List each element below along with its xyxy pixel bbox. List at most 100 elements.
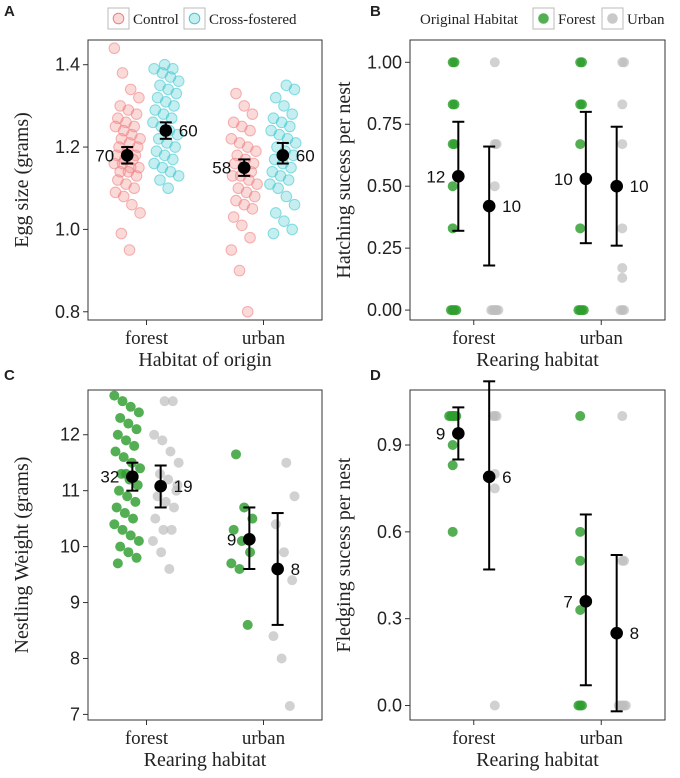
data-point (121, 435, 132, 446)
data-point (617, 223, 628, 234)
y-tick-label: 0.8 (55, 302, 80, 322)
x-axis-title: Rearing habitat (476, 349, 599, 371)
data-point (167, 153, 179, 166)
data-point (489, 57, 500, 68)
data-point (123, 244, 136, 256)
data-point (575, 555, 586, 566)
plot-frame (409, 389, 666, 721)
data-point (171, 128, 184, 141)
y-tick-label: 10 (60, 537, 80, 557)
y-tick-label: 0.0 (377, 696, 402, 716)
data-point (244, 124, 256, 137)
x-tick-label: urban (580, 328, 624, 349)
panel-label: A (4, 3, 15, 20)
mean-point (271, 562, 284, 576)
data-point (132, 480, 143, 491)
x-tick-label: forest (125, 328, 169, 349)
data-point (172, 75, 185, 87)
mean-point (579, 172, 593, 186)
data-point (157, 435, 168, 446)
data-point (108, 42, 121, 55)
y-axis-title: Nestling Weight (grams) (11, 457, 33, 654)
data-point (573, 700, 584, 711)
data-point (108, 157, 121, 170)
y-tick-label: 0.3 (377, 609, 402, 629)
data-point (130, 170, 143, 182)
data-point (134, 207, 146, 219)
mean-point (159, 124, 173, 137)
mean-point (237, 161, 251, 174)
data-point (162, 182, 174, 195)
legend-entry-label: Forest (558, 12, 596, 28)
data-point (156, 547, 167, 558)
data-point (619, 57, 630, 68)
data-point (272, 182, 284, 195)
panel-label: C (4, 367, 15, 384)
y-axis-title: Egg size (grams) (11, 112, 33, 248)
x-axis-title: Rearing habitat (144, 749, 267, 771)
data-point (284, 701, 295, 712)
data-point (250, 145, 262, 157)
legend-key-marker (112, 12, 125, 25)
data-point (575, 139, 586, 150)
y-tick-label: 8 (70, 648, 80, 668)
sample-size-label: 12 (426, 167, 445, 186)
data-point (133, 407, 144, 418)
data-point (448, 411, 459, 422)
sample-size-label: 32 (100, 468, 119, 487)
y-axis-title: Hatching sucess per nest (333, 81, 355, 279)
data-point (164, 563, 175, 574)
data-point (172, 480, 183, 491)
x-axis-title: Rearing habitat (476, 749, 599, 771)
data-point (128, 182, 141, 195)
data-point (163, 474, 174, 485)
sample-size-label: 8 (291, 560, 300, 579)
data-point (278, 215, 290, 227)
data-point (489, 483, 500, 494)
x-tick-label: urban (242, 328, 286, 349)
data-point (109, 390, 120, 401)
data-point (620, 700, 631, 711)
x-tick-label: urban (580, 728, 624, 749)
data-point (159, 396, 170, 407)
legend-key-box (107, 7, 130, 30)
data-point (168, 100, 180, 112)
data-point (172, 170, 185, 182)
data-point (575, 526, 586, 537)
data-point (241, 305, 254, 318)
sample-size-label: 9 (227, 530, 236, 549)
data-point (619, 555, 630, 566)
data-point (119, 508, 130, 519)
data-point (617, 411, 628, 422)
data-point (451, 305, 462, 316)
y-tick-label: 9 (70, 593, 80, 613)
data-point (131, 552, 142, 563)
legend-key-marker (538, 13, 549, 24)
sample-size-label: 60 (179, 122, 198, 141)
mean-point (610, 626, 623, 640)
data-point (281, 457, 292, 468)
data-point (617, 139, 628, 150)
data-point (165, 446, 176, 457)
data-point (447, 460, 458, 471)
mean-point (452, 427, 465, 440)
data-point (116, 67, 129, 79)
data-point (284, 120, 296, 133)
data-point (280, 190, 293, 203)
data-point (149, 429, 160, 440)
data-point (288, 198, 301, 211)
data-point (447, 223, 458, 234)
y-tick-label: 1.4 (55, 55, 80, 75)
x-tick-label: forest (452, 328, 496, 349)
data-point (115, 541, 126, 552)
data-point (615, 305, 626, 316)
y-tick-label: 1.00 (367, 52, 402, 72)
x-tick-label: forest (125, 728, 169, 749)
y-tick-label: 1.2 (55, 137, 80, 157)
y-tick-label: 1.0 (55, 219, 80, 239)
data-point (169, 141, 181, 153)
